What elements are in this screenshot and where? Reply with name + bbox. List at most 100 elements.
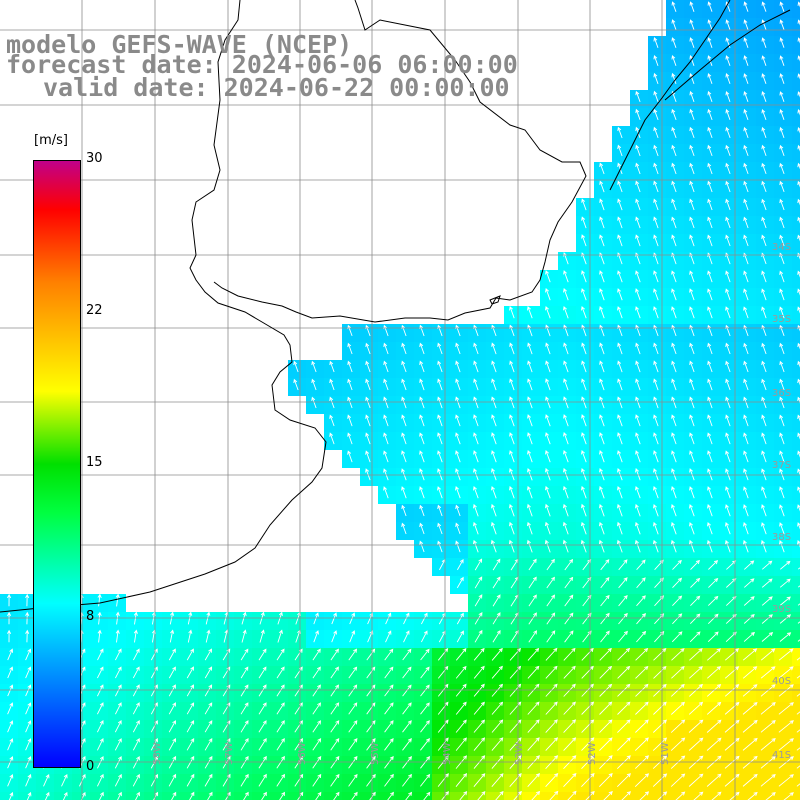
- wind-arrow: [348, 738, 358, 751]
- lat-label: 40S: [772, 676, 791, 687]
- wind-arrow: [527, 485, 533, 499]
- wind-arrow: [761, 19, 767, 30]
- wind-arrow: [779, 270, 785, 283]
- wind-arrow: [689, 613, 701, 625]
- wind-arrow: [491, 683, 504, 697]
- wind-arrow: [437, 701, 449, 715]
- wind-arrow: [725, 432, 731, 445]
- wind-arrow: [492, 576, 501, 589]
- wind-arrow: [743, 360, 749, 373]
- wind-arrow: [689, 90, 695, 103]
- wind-arrow: [707, 360, 713, 373]
- wind-arrow: [725, 522, 731, 535]
- wind-arrow: [761, 1, 767, 12]
- wind-arrow: [671, 55, 677, 66]
- wind-arrow: [492, 594, 501, 607]
- wind-arrow: [205, 629, 211, 643]
- wind-arrow: [797, 37, 800, 44]
- wind-arrow: [509, 450, 515, 463]
- wind-arrow: [653, 504, 659, 517]
- wind-arrow: [778, 666, 794, 679]
- wind-arrow: [761, 396, 767, 409]
- wind-arrow: [635, 396, 641, 409]
- wind-arrow: [671, 360, 677, 373]
- wind-arrow: [653, 288, 659, 301]
- wind-arrow: [186, 648, 194, 661]
- wind-arrow: [365, 414, 371, 427]
- wind-arrow: [706, 737, 722, 751]
- wind-arrow: [743, 1, 749, 12]
- wind-arrow: [689, 73, 695, 85]
- wind-cell: [792, 774, 800, 792]
- wind-cell: [792, 360, 800, 378]
- wind-arrow: [743, 198, 749, 211]
- wind-cell: [306, 792, 324, 800]
- wind-arrow: [581, 378, 587, 391]
- wind-arrow: [706, 701, 722, 715]
- wind-cell: [792, 468, 800, 486]
- wind-arrow: [689, 378, 695, 391]
- wind-arrow: [204, 666, 213, 679]
- wind-arrow: [599, 378, 605, 391]
- wind-arrow: [563, 396, 569, 409]
- wind-arrow: [437, 504, 443, 517]
- wind-arrow: [635, 503, 641, 517]
- lat-label: 38S: [772, 532, 791, 543]
- wind-arrow: [671, 19, 677, 30]
- wind-cell: [234, 792, 252, 800]
- wind-cell: [18, 792, 36, 800]
- wind-arrow: [527, 396, 533, 409]
- wind-arrow: [797, 73, 800, 80]
- wind-arrow: [618, 594, 628, 607]
- wind-cell: [162, 792, 180, 800]
- wind-arrow: [509, 396, 515, 409]
- wind-arrow: [706, 755, 722, 769]
- wind-arrow: [707, 234, 713, 247]
- wind-arrow: [204, 755, 213, 769]
- wind-arrow: [114, 684, 122, 697]
- wind-arrow: [207, 791, 213, 800]
- lat-label: 34S: [772, 242, 791, 253]
- wind-arrow: [473, 647, 485, 661]
- wind-arrow: [742, 773, 758, 787]
- wind-cell: [198, 792, 216, 800]
- wind-arrow: [563, 701, 576, 715]
- wind-arrow: [509, 772, 522, 787]
- wind-arrow: [365, 342, 371, 355]
- wind-arrow: [258, 666, 267, 679]
- wind-arrow: [779, 486, 785, 499]
- wind-arrow: [707, 198, 713, 211]
- wind-arrow: [509, 468, 515, 481]
- wind-arrow: [707, 306, 713, 319]
- wind-arrow: [96, 684, 104, 697]
- wind-arrow: [312, 755, 322, 769]
- wind-arrow: [366, 702, 376, 715]
- wind-arrow: [384, 773, 394, 787]
- wind-arrow: [455, 647, 467, 661]
- wind-arrow: [599, 198, 605, 211]
- wind-arrow: [635, 108, 641, 121]
- wind-arrow: [491, 486, 497, 499]
- wind-arrow: [743, 234, 749, 247]
- wind-arrow: [797, 162, 800, 170]
- wind-arrow: [706, 683, 722, 697]
- wind-arrow: [617, 396, 623, 409]
- wind-arrow: [653, 126, 659, 139]
- wind-cell: [792, 234, 800, 252]
- wind-arrow: [150, 755, 158, 769]
- wind-cell: [792, 504, 800, 522]
- lon-label: 54W: [442, 742, 453, 765]
- wind-arrow: [387, 791, 394, 800]
- wind-arrow: [688, 719, 704, 733]
- wind-arrow: [797, 55, 800, 62]
- wind-arrow: [797, 91, 800, 98]
- wind-arrow: [513, 790, 522, 800]
- wind-arrow: [563, 719, 577, 733]
- wind-arrow: [240, 702, 249, 715]
- wind-arrow: [599, 162, 605, 175]
- wind-arrow: [527, 432, 533, 445]
- colorbar-unit: [m/s]: [34, 133, 68, 148]
- wind-arrow: [761, 432, 767, 445]
- wind-arrow: [725, 342, 731, 355]
- wind-cell: [450, 792, 468, 800]
